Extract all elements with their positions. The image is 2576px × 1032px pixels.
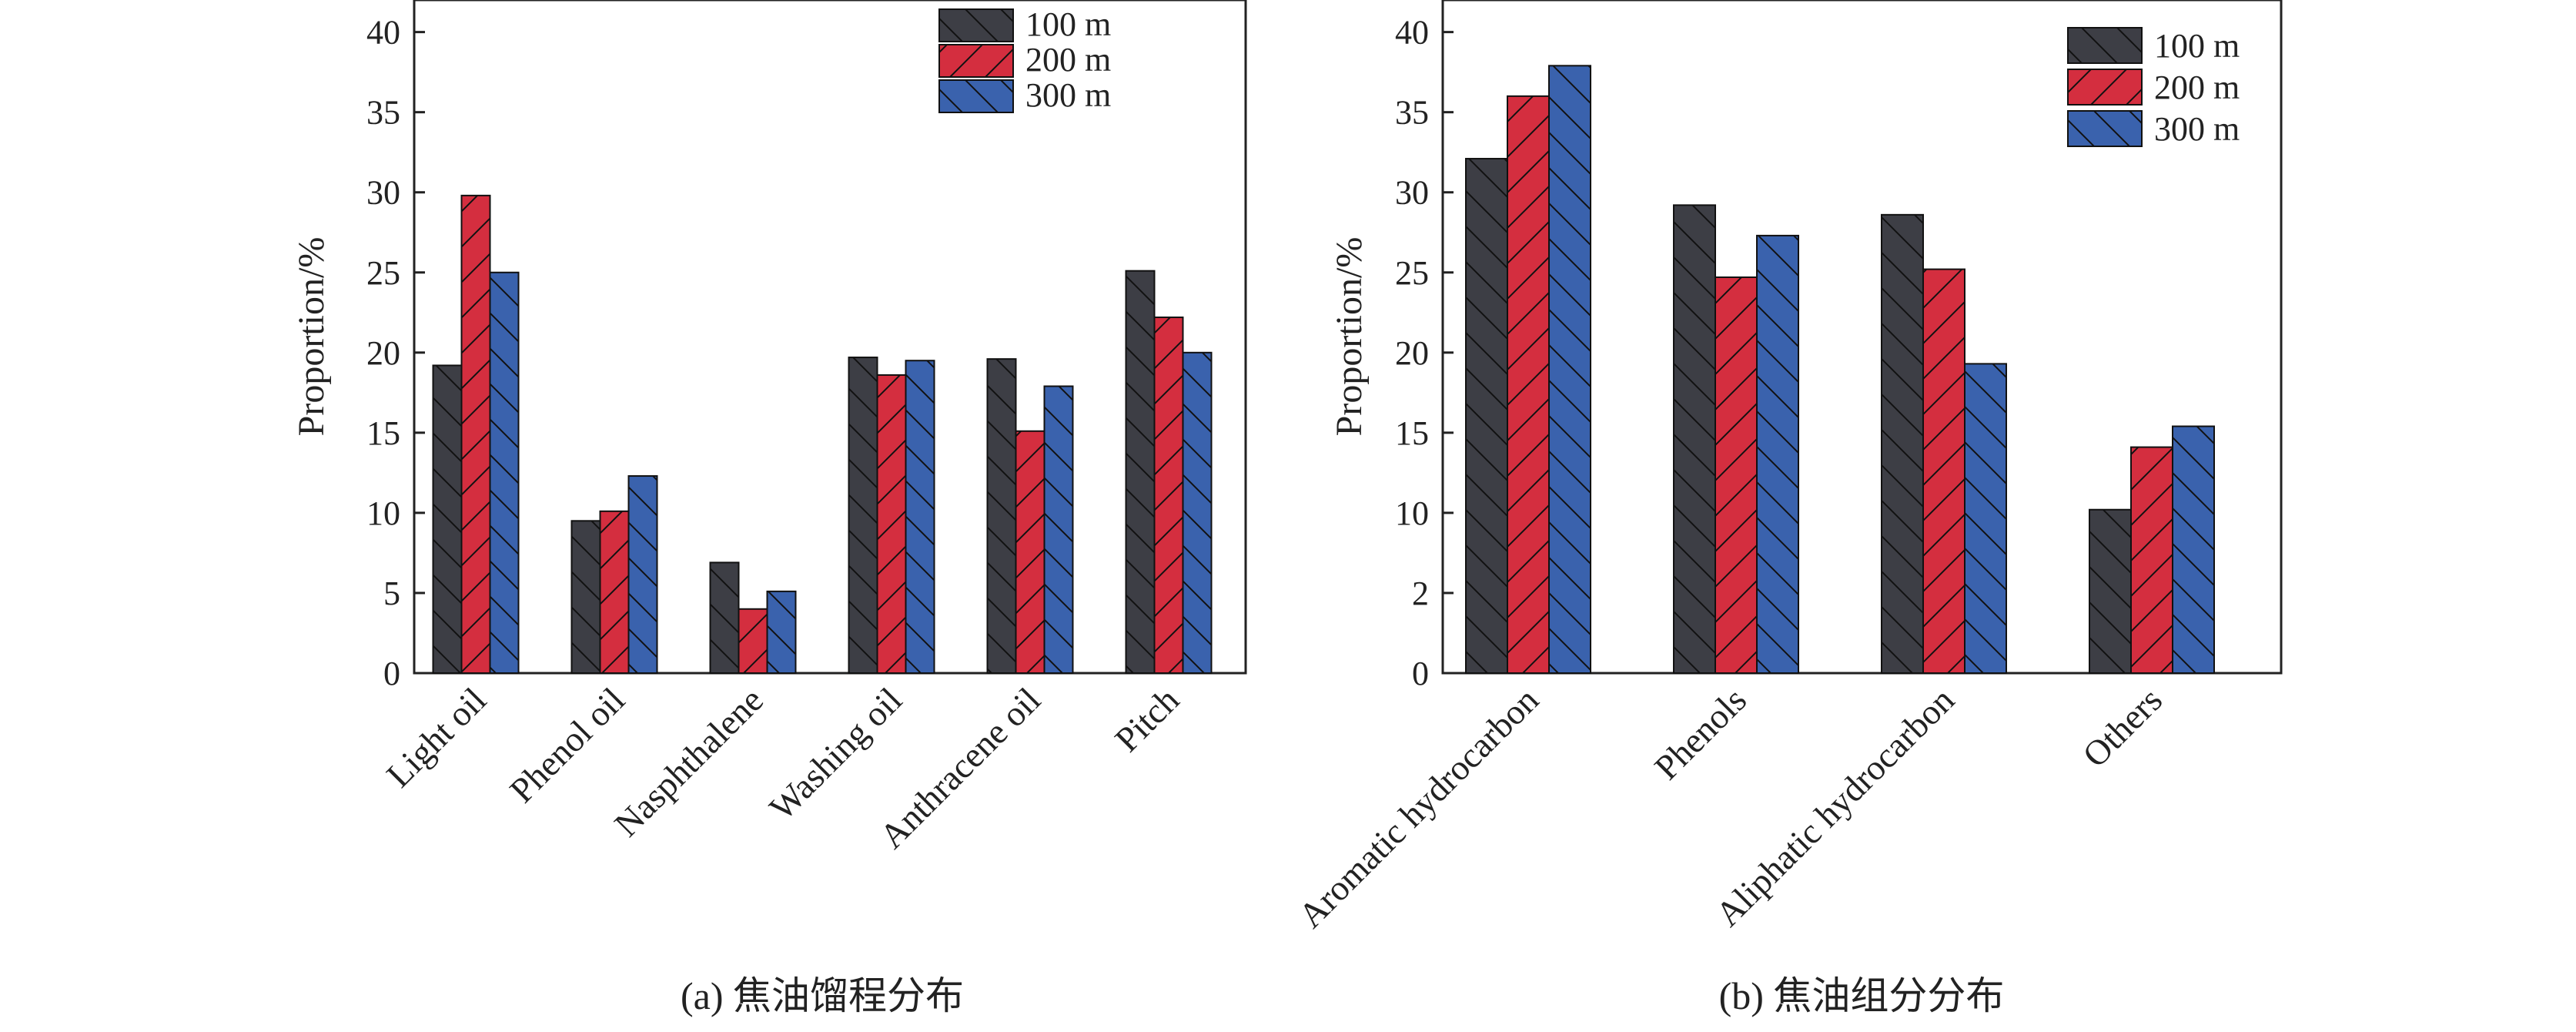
x-category-label: Aliphatic hydrocarbon — [1708, 680, 1962, 934]
legend-swatch-hatch — [2068, 69, 2142, 105]
legend-label: 300 m — [2154, 110, 2240, 148]
x-category-label: Pitch — [1107, 680, 1186, 759]
y-tick-label: 0 — [1412, 655, 1429, 692]
bar-hatch — [1466, 159, 1507, 673]
y-tick-label: 5 — [383, 575, 400, 612]
y-tick-label: 25 — [366, 254, 400, 292]
bar-hatch — [905, 360, 935, 673]
legend-swatch-hatch — [939, 9, 1013, 42]
y-tick-label: 40 — [366, 14, 400, 52]
bar-hatch — [738, 608, 768, 673]
bar-hatch — [877, 374, 906, 673]
bar-hatch — [1674, 205, 1715, 673]
chart-b: 0 2 10 15 20 25 30 35 40 Proportion/% Aromatic hyd… — [1291, 0, 2283, 1017]
x-category-label: Aromatic hydrocarbon — [1291, 680, 1546, 935]
bar-hatch — [433, 365, 462, 673]
bar-hatch — [1126, 270, 1155, 674]
y-tick-label: 0 — [383, 655, 400, 692]
bar-hatch — [1507, 95, 1549, 674]
y-tick-label: 30 — [366, 174, 400, 212]
y-tick-label: 15 — [1395, 414, 1429, 452]
bar-hatch — [1549, 65, 1591, 674]
legend-swatch-hatch — [939, 45, 1013, 77]
bar-hatch — [1757, 235, 1798, 673]
chart-caption: (a) 焦油馏程分布 — [681, 974, 964, 1017]
legend-label: 300 m — [1025, 76, 1111, 114]
y-tick-label: 35 — [366, 94, 400, 132]
legend-swatch-hatch — [939, 80, 1013, 112]
bar-hatch — [2131, 447, 2173, 673]
y-tick-label: 25 — [1395, 254, 1429, 292]
bar-hatch — [628, 476, 657, 673]
bar-hatch — [1015, 431, 1045, 673]
y-tick-label: 2 — [1412, 575, 1429, 612]
y-tick-label: 10 — [366, 494, 400, 532]
bar-hatch — [848, 357, 878, 673]
legend-label: 100 m — [2154, 27, 2240, 65]
y-tick-label: 20 — [366, 334, 400, 372]
x-category-label: Light oil — [379, 680, 493, 795]
plot-frame — [1441, 0, 2283, 675]
bar-hatch — [1044, 386, 1073, 673]
legend-swatch-hatch — [2068, 111, 2142, 146]
x-category-label: Phenols — [1647, 680, 1754, 787]
chart-a: 0 5 10 15 20 25 30 35 40 Proportion/% Light oil Phe… — [291, 0, 1247, 1017]
bar-hatch — [987, 359, 1016, 673]
x-category-label: Nasphthalene — [607, 680, 771, 844]
bar-hatch — [1923, 269, 1965, 674]
bar-hatch — [571, 521, 601, 673]
legend-label: 200 m — [2154, 69, 2240, 106]
legend-label: 200 m — [1025, 41, 1111, 79]
chart-caption: (b) 焦油组分分布 — [1719, 974, 2005, 1017]
y-axis-title: Proportion/% — [1329, 237, 1370, 437]
bar-hatch — [1154, 317, 1183, 673]
y-tick-label: 40 — [1395, 14, 1429, 52]
y-axis-title: Proportion/% — [291, 237, 332, 437]
x-category-label: Others — [2075, 680, 2170, 775]
plot-frame — [413, 0, 1247, 675]
bar-hatch — [600, 511, 629, 673]
y-tick-label: 35 — [1395, 94, 1429, 132]
bar-hatch — [767, 591, 796, 673]
bar-hatch — [1715, 277, 1757, 673]
bar-hatch — [2173, 426, 2214, 673]
y-tick-label: 30 — [1395, 174, 1429, 212]
legend-label: 100 m — [1025, 5, 1111, 43]
legend-swatch-hatch — [2068, 28, 2142, 63]
bar-hatch — [710, 562, 739, 673]
bar-hatch — [461, 195, 490, 673]
bar-hatch — [490, 272, 519, 673]
bar-hatch — [1882, 214, 1923, 673]
bar-hatch — [1183, 352, 1212, 673]
bar-hatch — [1965, 364, 2006, 673]
x-category-label: Phenol oil — [502, 680, 632, 810]
y-tick-label: 20 — [1395, 334, 1429, 372]
y-tick-label: 15 — [366, 414, 400, 452]
bar-hatch — [2089, 509, 2131, 673]
x-category-label: Washing oil — [762, 680, 910, 828]
y-tick-label: 10 — [1395, 494, 1429, 532]
